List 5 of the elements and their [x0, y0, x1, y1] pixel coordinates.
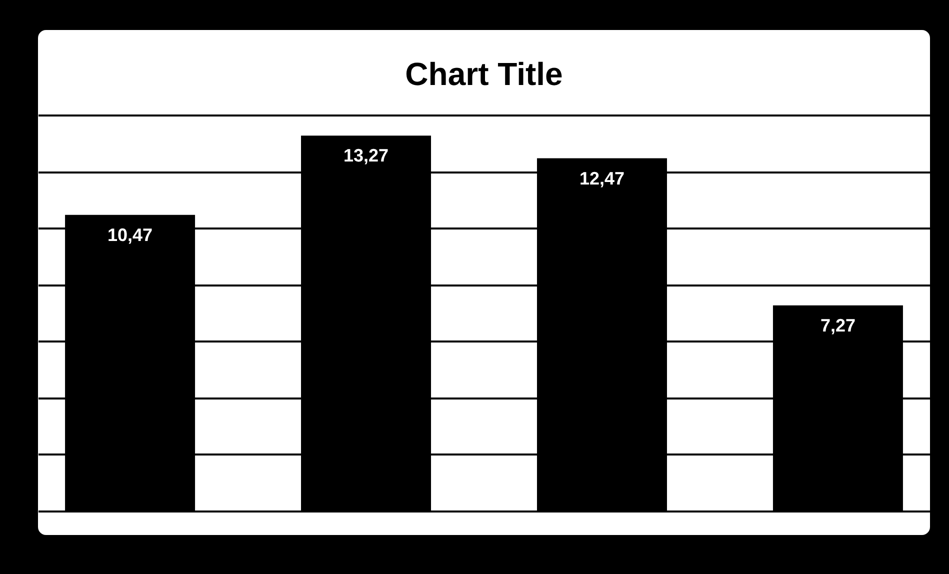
data-label: 12,47 — [579, 168, 625, 188]
data-label: 13,27 — [343, 146, 389, 166]
chart-title: Chart Title — [405, 56, 563, 92]
data-label: 10,47 — [108, 224, 153, 245]
data-label: 7,27 — [820, 315, 856, 336]
